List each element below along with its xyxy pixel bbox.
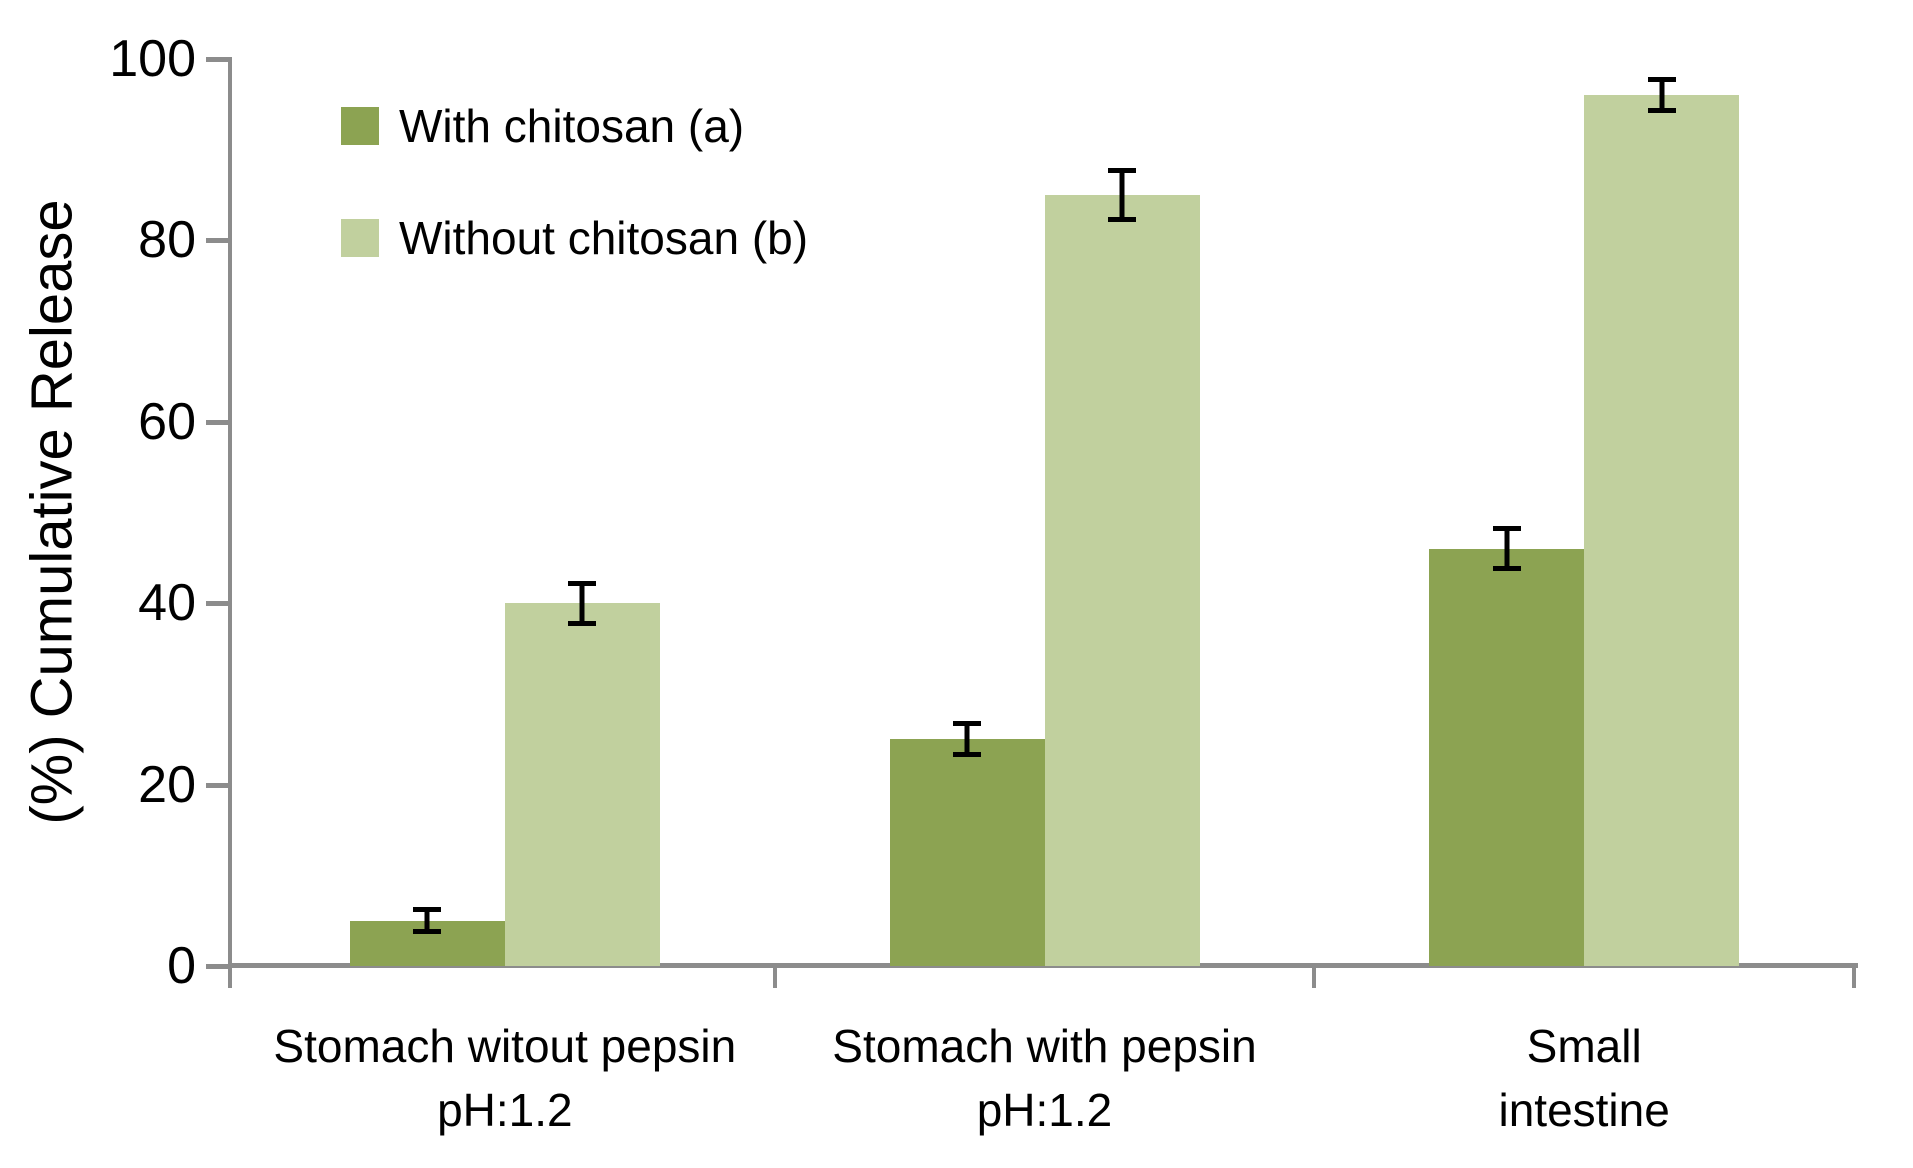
bar-series2-cat2 <box>1044 195 1200 966</box>
error-bar-series1-cat1 <box>413 907 442 935</box>
legend-label-without-chitosan: Without chitosan (b) <box>399 212 809 264</box>
error-bar-line <box>1659 77 1665 114</box>
error-bar-bottom-cap <box>568 620 597 626</box>
x-axis-label-line: Stomach with pepsin <box>832 1020 1257 1072</box>
error-bar-bottom-cap <box>413 929 442 935</box>
y-axis-tick-label: 40 <box>138 574 196 633</box>
legend-swatch-with-chitosan <box>341 107 379 145</box>
y-axis-tick-label: 100 <box>109 30 196 88</box>
x-axis-boundary-tick <box>772 964 777 988</box>
y-axis-tick-label: 0 <box>167 937 196 995</box>
legend-label-with-chitosan: With chitosan (a) <box>399 100 745 152</box>
legend: With chitosan (a) Without chitosan (b) <box>341 100 808 264</box>
y-axis-line <box>228 57 232 988</box>
y-axis-tick <box>206 782 230 788</box>
y-axis-title: (%) Cumulative Release <box>19 199 85 825</box>
x-axis-label-cat1: Stomach witout pepsin pH:1.2 <box>273 1014 736 1142</box>
bar-series1-cat2 <box>889 739 1045 966</box>
legend-item-without-chitosan: Without chitosan (b) <box>341 212 808 264</box>
bar-series2-cat3 <box>1584 95 1740 966</box>
bar-series1-cat3 <box>1429 548 1585 966</box>
x-axis-label-cat2: Stomach with pepsin pH:1.2 <box>832 1014 1256 1142</box>
y-axis-tick-label: 80 <box>138 211 196 270</box>
x-axis-boundary-tick <box>1852 964 1856 988</box>
y-axis-tick <box>206 964 230 969</box>
bar-series2-cat1 <box>504 603 660 966</box>
y-axis-tick <box>206 419 230 425</box>
y-axis-tick-label: 60 <box>138 392 196 451</box>
error-bar-line <box>1119 167 1125 223</box>
error-bar-line <box>424 907 430 935</box>
error-bar-line <box>579 580 585 626</box>
error-bar-bottom-cap <box>1108 217 1136 223</box>
error-bar-bottom-cap <box>1492 566 1521 572</box>
x-axis-label-line: pH:1.2 <box>437 1084 573 1136</box>
legend-item-with-chitosan: With chitosan (a) <box>341 100 808 152</box>
x-axis-label-line: Stomach witout pepsin <box>273 1020 737 1072</box>
error-bar-line <box>964 721 970 758</box>
legend-swatch-without-chitosan <box>341 219 379 257</box>
x-axis-label-line: pH:1.2 <box>976 1084 1113 1136</box>
error-bar-series2-cat1 <box>568 580 597 626</box>
x-axis-label-line: intestine <box>1498 1084 1670 1136</box>
error-bar-bottom-cap <box>1647 108 1676 114</box>
y-axis-tick <box>206 601 230 607</box>
error-bar-bottom-cap <box>953 752 981 758</box>
y-axis-tick <box>206 57 230 62</box>
error-bar-series2-cat3 <box>1647 77 1676 114</box>
x-axis-label-line: Small <box>1526 1020 1642 1072</box>
error-bar-series1-cat3 <box>1492 526 1521 572</box>
error-bar-series1-cat2 <box>953 721 981 758</box>
error-bar-series2-cat2 <box>1108 167 1136 223</box>
y-axis-tick-label: 20 <box>138 755 196 814</box>
x-axis-boundary-tick <box>1312 964 1317 988</box>
x-axis-label-cat3: Small intestine <box>1498 1014 1669 1142</box>
error-bar-line <box>1504 526 1510 572</box>
y-axis-tick <box>206 238 230 244</box>
